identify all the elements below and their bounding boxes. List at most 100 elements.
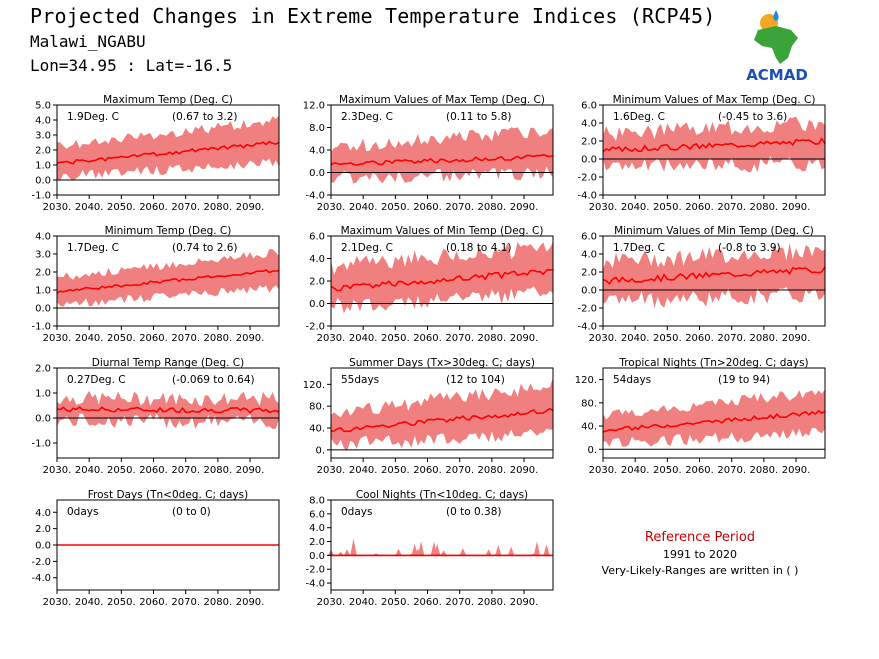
x-tick-label: 2030. xyxy=(317,597,346,608)
x-tick-label: 2060. xyxy=(139,597,168,608)
value-label: 2.3Deg. C xyxy=(341,111,393,123)
x-tick-label: 2080. xyxy=(204,597,233,608)
x-tick-label: 2040. xyxy=(75,465,104,476)
x-tick-label: 2040. xyxy=(349,333,378,344)
y-tick-label: 0.0 xyxy=(309,168,325,179)
y-tick-label: 0. xyxy=(587,445,597,456)
chart-panel: 2.0 1.0 0.0 -1.0 2030. 2040. 2050. 2060. 2070. 20… xyxy=(31,357,280,476)
y-tick-label: 4.0 xyxy=(35,116,51,127)
range-spike xyxy=(433,543,441,556)
x-tick-label: 2060. xyxy=(685,333,714,344)
value-label: 54days xyxy=(613,374,651,386)
x-tick-label: 2060. xyxy=(139,202,168,213)
y-tick-label: 4.0 xyxy=(581,250,597,261)
y-tick-label: 3.0 xyxy=(35,250,51,261)
x-tick-label: 2030. xyxy=(317,333,346,344)
chart-title: Summer Days (Tx>30deg. C; days) xyxy=(349,357,535,369)
x-tick-label: 2070. xyxy=(171,465,200,476)
drop-icon xyxy=(773,10,779,21)
plot-frame xyxy=(56,367,280,459)
x-tick-label: 2050. xyxy=(381,333,410,344)
x-tick-label: 2060. xyxy=(685,465,714,476)
x-tick-label: 2060. xyxy=(685,202,714,213)
y-tick-label: 3.0 xyxy=(35,131,51,142)
y-tick-label: 2.0 xyxy=(581,137,597,148)
x-tick-label: 2030. xyxy=(589,465,618,476)
y-tick-label: -4.0 xyxy=(31,573,51,584)
x-tick-label: 2050. xyxy=(653,333,682,344)
range-label: (0.11 to 5.8) xyxy=(446,111,512,123)
logo-text: ACMAD xyxy=(746,66,808,84)
x-tick-label: 2040. xyxy=(75,597,104,608)
chart-panel: 4.0 2.0 0.0 -2.0 -4.0 2030. 2040. 2050. 2060. 207… xyxy=(31,489,280,608)
y-tick-label: 2.0 xyxy=(581,268,597,279)
y-tick-label: 2.0 xyxy=(309,537,325,548)
y-tick-label: 0. xyxy=(315,445,325,456)
plot-frame xyxy=(330,367,554,459)
x-tick-label: 2040. xyxy=(621,465,650,476)
reference-ranges-note: Very-Likely-Ranges are written in ( ) xyxy=(601,564,799,577)
y-tick-label: 40. xyxy=(309,424,325,435)
range-spike xyxy=(507,546,515,556)
y-tick-label: 0.0 xyxy=(35,304,51,315)
plot-frame xyxy=(602,367,826,459)
y-tick-label: 4.0 xyxy=(309,146,325,157)
range-spike xyxy=(533,541,541,556)
y-tick-label: -1.0 xyxy=(31,191,51,202)
y-tick-label: 0.0 xyxy=(581,286,597,297)
y-tick-label: 0.0 xyxy=(35,414,51,425)
range-label: (0 to 0) xyxy=(172,506,211,518)
y-tick-label: 80. xyxy=(581,398,597,409)
range-band xyxy=(57,249,279,307)
x-tick-label: 2070. xyxy=(717,202,746,213)
range-spike xyxy=(440,550,447,556)
y-tick-label: 6.0 xyxy=(309,509,325,520)
range-label: (0 to 0.38) xyxy=(446,506,501,518)
y-tick-label: 6.0 xyxy=(309,232,325,243)
chart-title: Maximum Values of Min Temp (Deg. C) xyxy=(341,225,544,237)
range-label: (0.18 to 4.1) xyxy=(446,242,512,254)
x-tick-label: 2060. xyxy=(139,333,168,344)
x-tick-label: 2060. xyxy=(413,465,442,476)
x-tick-label: 2030. xyxy=(43,465,72,476)
range-band xyxy=(331,127,553,184)
y-tick-label: 0.0 xyxy=(581,155,597,166)
y-tick-label: 4.0 xyxy=(35,508,51,519)
x-tick-label: 2050. xyxy=(381,465,410,476)
y-tick-label: 40. xyxy=(581,422,597,433)
x-tick-label: 2050. xyxy=(107,465,136,476)
range-spike xyxy=(395,548,402,556)
y-tick-label: -2.0 xyxy=(577,173,597,184)
median-line xyxy=(56,406,280,414)
x-tick-label: 2080. xyxy=(478,333,507,344)
range-label: (19 to 94) xyxy=(718,374,770,386)
value-label: 1.7Deg. C xyxy=(613,242,665,254)
y-tick-label: -4.0 xyxy=(577,322,597,333)
x-tick-label: 2050. xyxy=(653,202,682,213)
chart-title: Cool Nights (Tn<10deg. C; days) xyxy=(356,489,528,501)
y-tick-label: -4.0 xyxy=(305,191,325,202)
x-tick-label: 2030. xyxy=(43,597,72,608)
range-spike xyxy=(337,551,344,556)
x-tick-label: 2090. xyxy=(236,333,265,344)
x-tick-label: 2080. xyxy=(204,333,233,344)
africa-icon xyxy=(754,26,798,64)
x-tick-label: 2030. xyxy=(589,202,618,213)
x-tick-label: 2060. xyxy=(413,597,442,608)
range-band xyxy=(603,242,825,309)
value-label: 1.6Deg. C xyxy=(613,111,665,123)
x-tick-label: 2030. xyxy=(317,465,346,476)
x-tick-label: 2050. xyxy=(381,597,410,608)
y-tick-label: -4.0 xyxy=(305,579,325,590)
x-tick-label: 2070. xyxy=(445,333,474,344)
y-tick-label: 2.0 xyxy=(35,146,51,157)
y-tick-label: 1.0 xyxy=(35,161,51,172)
y-tick-label: 2.0 xyxy=(35,524,51,535)
page-title: Projected Changes in Extreme Temperature… xyxy=(30,4,716,28)
reference-title: Reference Period xyxy=(644,530,756,545)
